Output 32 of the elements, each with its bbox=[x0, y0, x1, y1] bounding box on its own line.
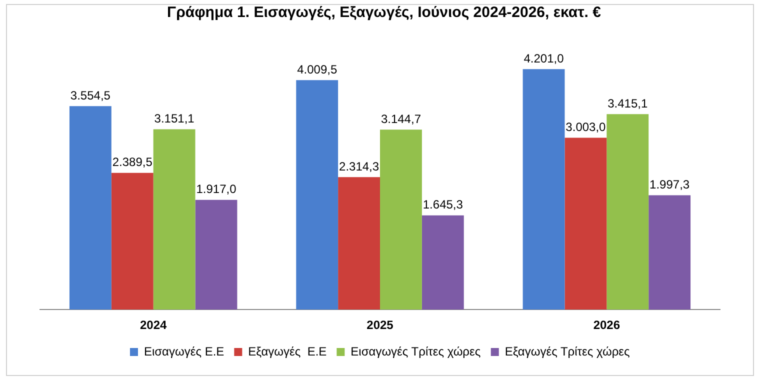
data-label: 3.003,0 bbox=[566, 120, 606, 134]
bar bbox=[296, 80, 338, 310]
bar bbox=[606, 114, 649, 310]
bar bbox=[522, 69, 565, 310]
bar bbox=[564, 138, 607, 310]
bar bbox=[380, 130, 422, 310]
data-label: 3.151,1 bbox=[154, 112, 195, 126]
x-tick-label: 2026 bbox=[593, 318, 620, 332]
bar bbox=[69, 106, 112, 310]
legend-label: Εισαγωγές Ε.Ε bbox=[144, 344, 224, 358]
bar bbox=[153, 129, 196, 310]
data-label: 3.415,1 bbox=[608, 96, 648, 110]
data-label: 1.917,0 bbox=[196, 182, 237, 196]
x-tick-label: 2025 bbox=[366, 318, 394, 332]
data-label: 4.201,0 bbox=[524, 51, 564, 66]
bar bbox=[195, 200, 238, 310]
data-label: 1.645,3 bbox=[422, 198, 464, 212]
data-label: 4.009,5 bbox=[297, 62, 338, 76]
chart-title: Γράφημα 1. Εισαγωγές, Εξαγωγές, Ιούνιος 2024-2026, εκατ. € bbox=[166, 4, 602, 21]
legend-label: Εξαγωγές Ε.Ε bbox=[248, 344, 327, 358]
x-tick-label: 2024 bbox=[140, 318, 168, 332]
legend-label: Εξαγωγές Τρίτες χώρες bbox=[504, 344, 630, 358]
data-label: 3.554,5 bbox=[70, 88, 111, 102]
bar bbox=[422, 215, 464, 310]
data-label: 3.144,7 bbox=[380, 112, 422, 126]
bar bbox=[648, 195, 691, 310]
legend-label: Εισαγωγές Τρίτες χώρες bbox=[350, 344, 481, 358]
bar bbox=[338, 177, 380, 310]
data-label: 2.389,5 bbox=[112, 155, 153, 170]
data-label: 2.314,3 bbox=[339, 159, 380, 174]
bar bbox=[111, 172, 154, 310]
data-label: 1.997,3 bbox=[650, 178, 690, 192]
